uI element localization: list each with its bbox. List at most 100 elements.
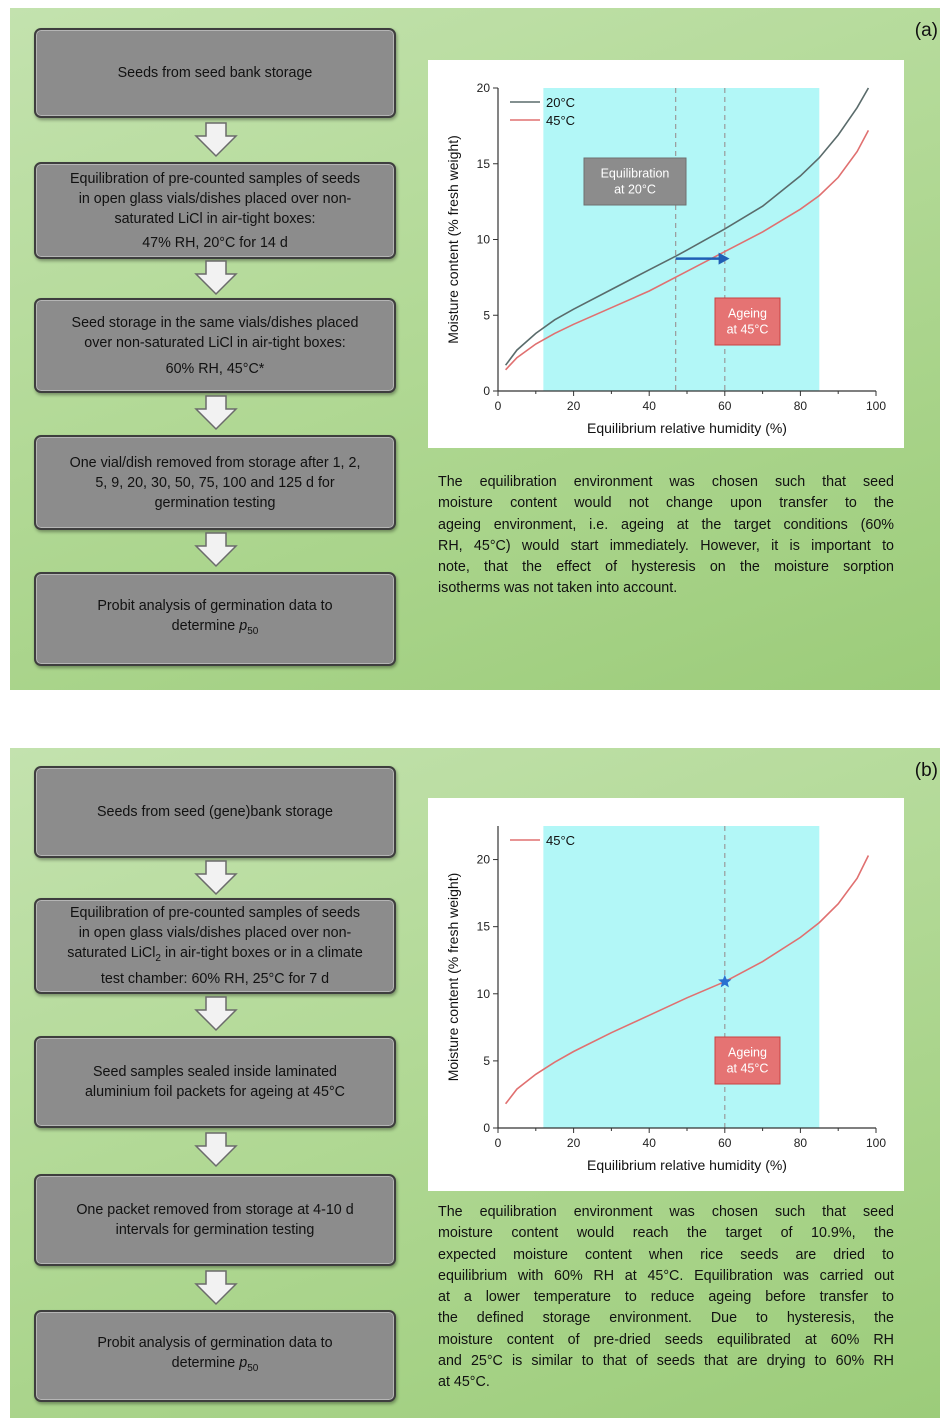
down-arrow-icon xyxy=(194,122,238,158)
x-tick-label: 0 xyxy=(495,1136,502,1150)
flow-text-line: determine p50 xyxy=(171,1355,259,1374)
flow-text-line: in open glass vials/dishes placed over n… xyxy=(78,925,352,942)
flow-text-line: aluminium foil packets for ageing at 45°… xyxy=(84,1084,346,1100)
x-tick-label: 60 xyxy=(718,1136,732,1150)
flow-text-line: Seed samples sealed inside laminated xyxy=(93,1064,337,1080)
chart-a-svg: 0 20 40 60 80 100 0 5 10 15 20 Equilibrium relative… xyxy=(445,81,886,436)
chart-shaded-band xyxy=(543,88,820,391)
x-tick-label: 100 xyxy=(866,1136,886,1150)
caption-line: note, that the effect of hysteresis on t… xyxy=(438,559,894,576)
flow-step-storage: Seed storage in the same vials/dishes pl… xyxy=(34,298,396,393)
caption-line: isotherms was not taken into account. xyxy=(438,580,678,597)
series-line-20C xyxy=(504,87,870,366)
flow-step-seed-source: Seeds from seed bank storage xyxy=(34,28,396,118)
down-arrow-icon xyxy=(194,1270,238,1306)
annotation-text: Equilibration xyxy=(601,167,670,181)
flow-text-line: Equilibration of pre-counted samples of … xyxy=(69,905,361,922)
down-arrow-icon xyxy=(194,395,238,431)
flow-text-line: over non-saturated LiCl in air-tight box… xyxy=(84,334,346,351)
x-axis-label: Equilibrium relative humidity (%) xyxy=(587,420,787,436)
flow-text-line: Seed storage in the same vials/dishes pl… xyxy=(71,314,359,331)
flow-step-sampling: One vial/dish removed from storage after… xyxy=(34,435,396,530)
x-tick-label: 100 xyxy=(866,399,886,413)
transfer-arrow-head xyxy=(718,252,730,265)
caption-line: at a lower temperature to reduce ageing … xyxy=(438,1289,894,1306)
flow-step-analysis: Probit analysis of germination data to d… xyxy=(34,1310,396,1402)
y-tick-label: 10 xyxy=(477,233,491,247)
flow-text-line: 5, 9, 20, 30, 50, 75, 100 and 125 d for xyxy=(95,474,335,491)
y-tick-label: 20 xyxy=(477,853,491,867)
flow-text-line: 60% RH, 45°C* xyxy=(165,360,265,377)
flow-step-sampling: One packet removed from storage at 4-10 … xyxy=(34,1174,396,1266)
panel-label: (b) xyxy=(914,760,938,781)
y-tick-label: 10 xyxy=(477,987,491,1001)
caption-line: moisture content of pre-dried seeds equi… xyxy=(438,1331,894,1348)
down-arrow-icon xyxy=(194,860,238,896)
caption-line: the defined storage environment. Due to … xyxy=(438,1310,894,1327)
annotation-box xyxy=(714,297,781,346)
x-tick-label: 60 xyxy=(718,399,732,413)
flow-text-line: test chamber: 60% RH, 25°C for 7 d xyxy=(100,970,330,987)
flow-text-line: intervals for germination testing xyxy=(115,1222,315,1238)
chart-a: 0 20 40 60 80 100 0 5 10 15 20 Equilibrium relative… xyxy=(428,60,904,448)
x-tick-label: 40 xyxy=(643,399,657,413)
flow-step-sealing: Seed samples sealed inside laminated alu… xyxy=(34,1036,396,1128)
y-tick-label: 20 xyxy=(477,81,491,95)
caption-b: The equilibration environment was chosen… xyxy=(438,1202,894,1394)
flow-text-line: Probit analysis of germination data to xyxy=(97,1335,333,1352)
flow-step-seed-source: Seeds from seed (gene)bank storage xyxy=(34,766,396,858)
annotation-text: at 20°C xyxy=(614,183,656,197)
legend-label: 45°C xyxy=(546,113,575,128)
y-tick-label: 5 xyxy=(483,308,490,322)
x-tick-label: 40 xyxy=(643,1136,657,1150)
caption-line: RH, 45°C) would start immediately. Howev… xyxy=(438,537,894,554)
star-marker-icon xyxy=(718,974,732,988)
flow-text-line: Probit analysis of germination data to xyxy=(97,598,333,615)
flow-text-line: germination testing xyxy=(154,494,276,511)
caption-line: moisture content would reach the target … xyxy=(438,1225,894,1242)
y-axis-label: Moisture content (% fresh weight) xyxy=(445,135,461,344)
down-arrow-icon xyxy=(194,260,238,296)
series-line-45C xyxy=(504,855,870,1105)
series-line-45C xyxy=(505,130,870,371)
panel-label: (a) xyxy=(914,20,938,41)
annotation-box xyxy=(714,1036,781,1085)
caption-line: ageing environment, i.e. ageing at the t… xyxy=(438,516,894,533)
down-arrow-icon xyxy=(194,532,238,568)
x-tick-label: 20 xyxy=(567,1136,581,1150)
y-tick-label: 0 xyxy=(483,1121,490,1135)
y-tick-label: 15 xyxy=(477,157,491,171)
flow-text-line: One packet removed from storage at 4-10 … xyxy=(76,1202,354,1218)
flow-text-line: saturated LiCl in air-tight boxes: xyxy=(114,210,316,227)
x-tick-label: 20 xyxy=(567,399,581,413)
flow-step-equilibration: Equilibration of pre-counted samples of … xyxy=(34,898,396,994)
flow-step-equilibration: Equilibration of pre-counted samples of … xyxy=(34,162,396,259)
caption-line: at 45°C. xyxy=(438,1374,490,1391)
x-tick-label: 0 xyxy=(495,399,502,413)
y-tick-label: 5 xyxy=(483,1054,490,1068)
chart-b-svg: 0 20 40 60 80 100 0 5 10 15 20 Equilibrium relative… xyxy=(445,826,886,1173)
caption-line: equilibrium with 60% RH at 45°C. Equilib… xyxy=(438,1267,894,1284)
y-tick-label: 0 xyxy=(483,384,490,398)
flow-text-line: in open glass vials/dishes placed over n… xyxy=(78,190,352,207)
y-axis-label: Moisture content (% fresh weight) xyxy=(445,873,461,1082)
legend-label: 45°C xyxy=(546,833,575,848)
x-axis-label: Equilibrium relative humidity (%) xyxy=(587,1157,787,1173)
annotation-text: Ageing xyxy=(728,1046,767,1060)
caption-line: The equilibration environment was chosen… xyxy=(438,474,894,490)
caption-line: The equilibration environment was chosen… xyxy=(438,1204,894,1220)
flow-text-line: 47% RH, 20°C for 14 d xyxy=(142,234,288,251)
caption-line: expected moisture content when rice seed… xyxy=(438,1246,894,1263)
flow-text-line: saturated LiCl2 in air-tight boxes or in… xyxy=(67,945,363,964)
flow-text-line: Seeds from seed (gene)bank storage xyxy=(96,804,334,820)
caption-line: moisture content would not change upon t… xyxy=(438,495,894,512)
x-tick-label: 80 xyxy=(794,399,808,413)
annotation-text: at 45°C xyxy=(727,1062,769,1076)
caption-a: The equilibration environment was chosen… xyxy=(438,472,894,600)
x-tick-label: 80 xyxy=(794,1136,808,1150)
annotation-text: at 45°C xyxy=(727,323,769,337)
down-arrow-icon xyxy=(194,996,238,1032)
flow-text-line: One vial/dish removed from storage after… xyxy=(69,454,361,471)
annotation-box xyxy=(583,157,687,206)
flow-text-line: determine p50 xyxy=(171,618,259,637)
